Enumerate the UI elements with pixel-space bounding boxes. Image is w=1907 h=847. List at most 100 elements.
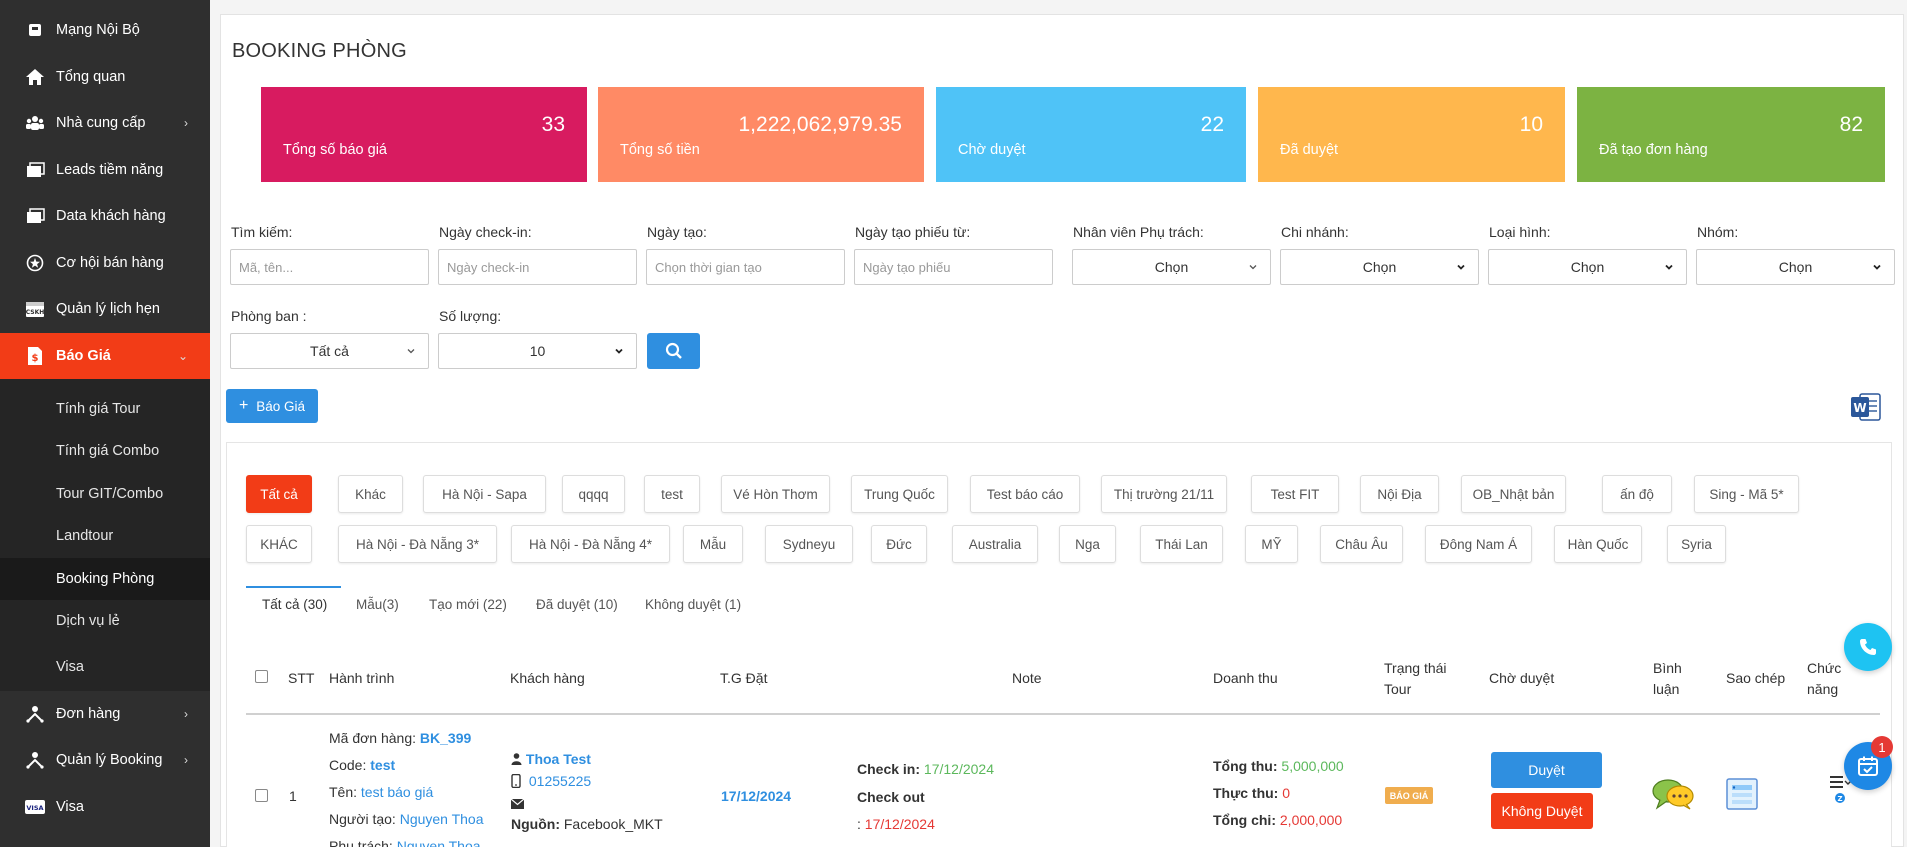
chip-dong-nam-a[interactable]: Đông Nam Á	[1425, 525, 1532, 563]
tab-template[interactable]: Mẫu(3)	[356, 597, 399, 612]
sidebar-item-lich-hen[interactable]: CSKH Quản lý lịch hẹn	[0, 286, 210, 333]
add-quote-button[interactable]: + Báo Giá	[226, 389, 318, 423]
ticket-from-input[interactable]: Ngày tạo phiếu	[854, 249, 1053, 285]
phone-icon	[511, 773, 521, 789]
search-icon	[665, 342, 682, 359]
branch-select[interactable]: Chọn	[1280, 249, 1479, 285]
order-icon	[24, 703, 46, 725]
chip-qqqq[interactable]: qqqq	[562, 475, 625, 513]
chip-my[interactable]: MỸ	[1245, 525, 1298, 563]
stat-card-orders-created[interactable]: 82 Đã tạo đơn hàng	[1577, 87, 1885, 182]
notification-badge: 1	[1871, 736, 1893, 758]
staff-select-value: Chọn	[1154, 259, 1189, 275]
chip-test-bao-cao[interactable]: Test báo cáo	[970, 475, 1080, 513]
customer-name[interactable]: Thoa Test	[525, 751, 591, 767]
chip-ha-noi-da-nang-4[interactable]: Hà Nội - Đà Nẵng 4*	[511, 525, 670, 563]
stat-card-pending[interactable]: 22 Chờ duyệt	[936, 87, 1246, 182]
chip-khac[interactable]: Khác	[338, 475, 403, 513]
chip-mau[interactable]: Mẫu	[683, 525, 743, 563]
chip-trung-quoc[interactable]: Trung Quốc	[851, 475, 948, 513]
submenu-item-landtour[interactable]: Landtour	[56, 528, 114, 545]
search-button[interactable]	[647, 333, 700, 369]
submenu-item-dich-vu-le[interactable]: Dịch vụ lẻ	[56, 613, 120, 630]
creator-value[interactable]: Nguyen Thoa	[399, 811, 484, 827]
chip-sydneyu[interactable]: Sydneyu	[765, 525, 853, 563]
chip-chau-au[interactable]: Châu Âu	[1320, 525, 1403, 563]
submenu-item-tinh-gia-tour[interactable]: Tính giá Tour	[56, 400, 141, 417]
stat-card-total-quotes[interactable]: 33 Tổng số báo giá	[261, 87, 587, 182]
copy-icon[interactable]	[1724, 776, 1760, 812]
order-code-label: Mã đơn hàng:	[329, 730, 417, 746]
chip-duc[interactable]: Đức	[871, 525, 927, 563]
staff-label: Nhân viên Phụ trách:	[1073, 224, 1204, 240]
group-select[interactable]: Chọn	[1696, 249, 1895, 285]
stat-label: Tổng số tiền	[620, 142, 700, 158]
export-word-icon[interactable]: W	[1850, 392, 1882, 422]
tab-new[interactable]: Tạo mới (22)	[429, 597, 507, 612]
chip-noi-dia[interactable]: Nội Địa	[1360, 475, 1439, 513]
actual-in-value: 0	[1282, 785, 1291, 801]
sidebar-item-nha-cung-cap[interactable]: Nhà cung cấp ›	[0, 100, 210, 147]
submenu-item-tour-git-combo[interactable]: Tour GIT/Combo	[56, 485, 164, 502]
customer-phone[interactable]: 01255225	[528, 773, 592, 789]
call-button[interactable]	[1844, 623, 1892, 671]
order-code-link[interactable]: BK_399	[419, 730, 472, 746]
name-line: Tên: test báo giá	[329, 784, 433, 800]
chip-test-fit[interactable]: Test FIT	[1251, 475, 1339, 513]
sidebar-item-leads[interactable]: Leads tiềm năng	[0, 147, 210, 194]
stat-card-total-amount[interactable]: 1,222,062,979.35 Tổng số tiền	[598, 87, 924, 182]
chip-ha-noi-da-nang-3[interactable]: Hà Nội - Đà Nẵng 3*	[338, 525, 497, 563]
chip-khac-upper[interactable]: KHÁC	[246, 525, 312, 563]
chip-sing-ma-5[interactable]: Sing - Mã 5*	[1694, 475, 1799, 513]
comment-icon[interactable]	[1652, 778, 1694, 810]
select-all-checkbox[interactable]	[255, 670, 268, 683]
tab-approved[interactable]: Đã duyệt (10)	[536, 597, 618, 612]
chip-ob-nhat-ban[interactable]: OB_Nhật bản	[1461, 475, 1566, 513]
sidebar-item-bao-gia[interactable]: $ Báo Giá ⌄	[0, 332, 210, 379]
submenu-item-tinh-gia-combo[interactable]: Tính giá Combo	[56, 443, 160, 460]
tab-rejected[interactable]: Không duyệt (1)	[645, 597, 742, 612]
stat-card-approved[interactable]: 10 Đã duyệt	[1258, 87, 1565, 182]
quantity-select[interactable]: 10	[438, 333, 637, 369]
staff-select[interactable]: Chọn	[1072, 249, 1271, 285]
sidebar-item-quan-ly-booking[interactable]: Quản lý Booking ›	[0, 737, 210, 784]
submenu-item-visa[interactable]: Visa	[56, 658, 84, 675]
sidebar-item-co-hoi-ban-hang[interactable]: Cơ hội bán hàng	[0, 240, 210, 287]
chip-thi-truong-21-11[interactable]: Thị trường 21/11	[1101, 475, 1227, 513]
checkout-value: 17/12/2024	[864, 816, 935, 832]
sidebar-item-mang-noi-bo[interactable]: Mạng Nội Bộ	[0, 7, 210, 54]
row-checkbox[interactable]	[255, 789, 268, 802]
search-input[interactable]: Mã, tên...	[230, 249, 429, 285]
code-label: Code:	[329, 757, 367, 773]
code-value[interactable]: test	[370, 757, 396, 773]
department-select[interactable]: Tất cả	[230, 333, 429, 369]
chip-syria[interactable]: Syria	[1667, 525, 1726, 563]
chip-ve-hon-thom[interactable]: Vé Hòn Thơm	[721, 475, 830, 513]
sidebar-item-data-khach-hang[interactable]: Data khách hàng	[0, 193, 210, 240]
chip-ha-noi-sapa[interactable]: Hà Nội - Sapa	[423, 475, 546, 513]
chip-thai-lan[interactable]: Thái Lan	[1140, 525, 1223, 563]
name-value[interactable]: test báo giá	[360, 784, 434, 800]
owner-value[interactable]: Nguyen Thoa	[396, 838, 481, 847]
tab-all[interactable]: Tất cả (30)	[262, 597, 328, 612]
chip-han-quoc[interactable]: Hàn Quốc	[1554, 525, 1642, 563]
svg-text:VISA: VISA	[26, 804, 43, 812]
sidebar-item-tong-quan[interactable]: Tổng quan	[0, 54, 210, 101]
chip-test[interactable]: test	[644, 475, 700, 513]
chip-tat-ca[interactable]: Tất cả	[246, 475, 312, 513]
opportunity-icon	[24, 252, 46, 274]
submenu-item-booking-phong[interactable]: Booking Phòng	[0, 557, 210, 600]
sidebar-item-visa[interactable]: VISA Visa	[0, 784, 210, 831]
approve-button[interactable]: Duyệt	[1491, 752, 1602, 788]
checkin-input[interactable]: Ngày check-in	[438, 249, 637, 285]
chip-australia[interactable]: Australia	[952, 525, 1038, 563]
chip-nga[interactable]: Nga	[1059, 525, 1116, 563]
created-date-input[interactable]: Chọn thời gian tạo	[646, 249, 845, 285]
chip-an-do[interactable]: ấn độ	[1602, 475, 1672, 513]
actual-in-label: Thực thu:	[1213, 785, 1279, 801]
sidebar-item-don-hang[interactable]: Đơn hàng ›	[0, 691, 210, 738]
type-select[interactable]: Chọn	[1488, 249, 1687, 285]
reject-button[interactable]: Không Duyệt	[1491, 793, 1593, 829]
home-icon	[24, 66, 46, 88]
source-label: Nguồn:	[511, 816, 560, 832]
